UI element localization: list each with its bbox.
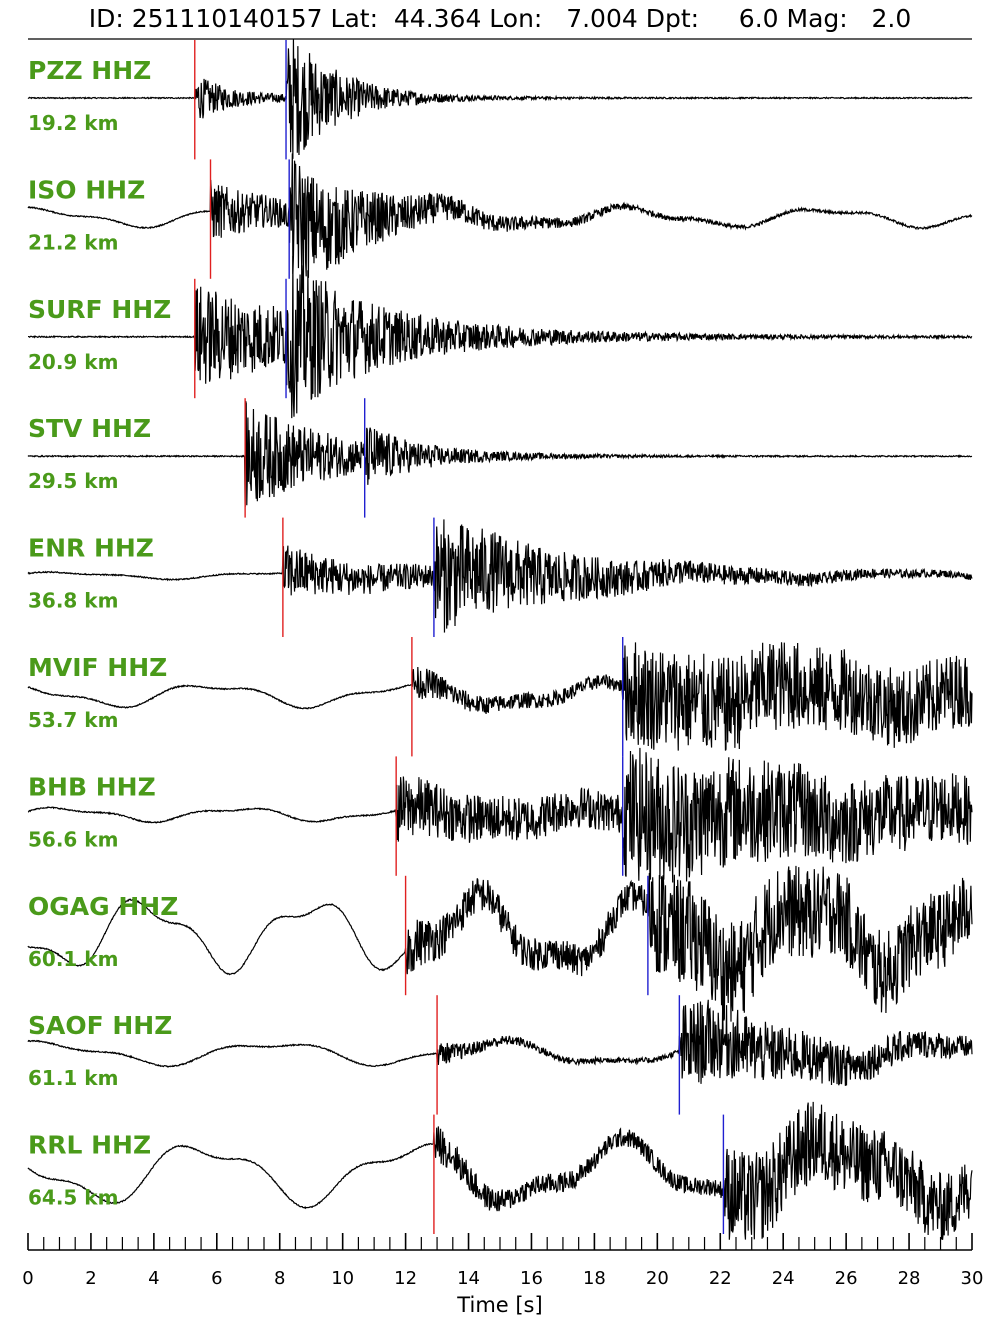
x-tick-label: 2 [85,1268,96,1289]
station-label: OGAG HHZ [28,892,178,921]
waveform-trace [27,401,973,507]
x-tick-label: 20 [646,1268,669,1289]
waveform-trace [27,747,973,883]
station-label: STV HHZ [28,414,151,443]
waveform-trace [27,865,973,1022]
station-label: SURF HHZ [28,295,171,324]
waveform-trace [27,153,973,278]
waveform-trace [27,1101,973,1240]
x-tick-label: 4 [148,1268,159,1289]
station-label: ISO HHZ [28,175,145,204]
time-axis: 0 2 4 6 8 10 12 14 16 18 20 22 24 26 28 30 [22,1233,983,1289]
distance-label: 60.1 km [28,947,118,971]
station-label: ENR HHZ [28,534,154,563]
x-tick-label: 22 [709,1268,732,1289]
distance-label: 64.5 km [28,1186,118,1210]
x-tick-label: 6 [211,1268,222,1289]
x-axis-label: Time [s] [456,1293,542,1317]
x-tick-label: 18 [583,1268,606,1289]
distance-label: 29.5 km [28,469,118,493]
distance-label: 61.1 km [28,1066,118,1090]
waveform-trace [27,519,973,633]
x-tick-label: 10 [331,1268,354,1289]
x-tick-label: 8 [274,1268,285,1289]
waveform-trace [27,642,973,751]
distance-label: 53.7 km [28,708,118,732]
distance-label: 21.2 km [28,230,118,254]
x-tick-label: 0 [22,1268,33,1289]
x-tick-label: 30 [961,1268,984,1289]
x-tick-label: 26 [835,1268,858,1289]
distance-label: 20.9 km [28,350,118,374]
waveform-trace [28,255,973,419]
distance-label: 56.6 km [28,827,118,851]
x-tick-label: 24 [772,1268,795,1289]
x-tick-label: 14 [457,1268,480,1289]
chart-title: ID: 251110140157 Lat: 44.364 Lon: 7.004 … [88,4,912,33]
waveform-trace [27,39,973,159]
station-label: PZZ HHZ [28,56,151,85]
station-label: MVIF HHZ [28,653,167,682]
x-tick-label: 16 [520,1268,543,1289]
x-tick-label: 28 [898,1268,921,1289]
picks-layer [194,40,725,1234]
station-label: BHB HHZ [28,772,156,801]
distance-label: 19.2 km [28,111,118,135]
station-label: RRL HHZ [28,1131,151,1160]
x-tick-label: 12 [394,1268,417,1289]
labels-layer: PZZ HHZ 19.2 km ISO HHZ 21.2 km SURF HHZ 20.9… [28,56,178,1210]
distance-label: 36.8 km [28,589,118,613]
station-label: SAOF HHZ [28,1011,172,1040]
traces-layer [27,39,973,1240]
waveform-trace [27,999,973,1086]
